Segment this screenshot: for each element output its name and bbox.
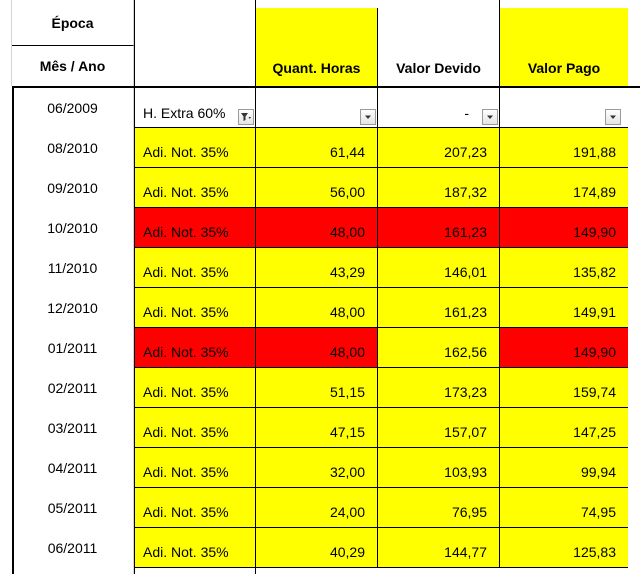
pago-cell[interactable]: 125,83: [500, 528, 628, 568]
horas-cell[interactable]: 47,15: [256, 408, 378, 448]
label-cell[interactable]: Adi. Not. 35%: [134, 448, 256, 488]
devido-cell[interactable]: 207,23: [378, 128, 500, 168]
horas-cell[interactable]: 48,00: [256, 328, 378, 368]
header-valor-pago[interactable]: Valor Pago: [500, 8, 628, 86]
devido-cell[interactable]: 187,32: [378, 168, 500, 208]
label-cell[interactable]: Adi. Not. 35%: [134, 208, 256, 248]
pago-cell[interactable]: 149,91: [500, 288, 628, 328]
chevron-down-icon[interactable]: [605, 109, 621, 125]
date-cell[interactable]: 01/2011: [12, 328, 134, 368]
date-cell[interactable]: 08/2010: [12, 128, 134, 168]
header-bottom-border: [12, 86, 640, 88]
horas-cell[interactable]: 24,00: [256, 488, 378, 528]
next-row-stub: [12, 568, 134, 574]
label-cell[interactable]: Adi. Not. 35%: [134, 248, 256, 288]
left-margin-column: [0, 0, 12, 86]
horas-cell[interactable]: 61,44: [256, 128, 378, 168]
pago-cell[interactable]: 149,90: [500, 328, 628, 368]
filter-horas-cell[interactable]: [256, 88, 378, 128]
label-cell[interactable]: Adi. Not. 35%: [134, 328, 256, 368]
date-cell[interactable]: 10/2010: [12, 208, 134, 248]
label-cell[interactable]: Adi. Not. 35%: [134, 368, 256, 408]
devido-cell[interactable]: 161,23: [378, 288, 500, 328]
header-gap: [256, 0, 378, 8]
date-cell[interactable]: 04/2011: [12, 448, 134, 488]
pago-cell[interactable]: 99,94: [500, 448, 628, 488]
horas-cell[interactable]: 40,29: [256, 528, 378, 568]
horas-cell[interactable]: 48,00: [256, 208, 378, 248]
filter-funnel-icon[interactable]: [238, 109, 254, 125]
devido-cell[interactable]: 173,23: [378, 368, 500, 408]
header-epoca[interactable]: Época: [12, 0, 134, 46]
filter-pago-cell[interactable]: [500, 88, 628, 128]
devido-cell[interactable]: 144,77: [378, 528, 500, 568]
table-left-border: [12, 86, 14, 574]
header-blank[interactable]: [134, 0, 256, 86]
devido-cell[interactable]: 161,23: [378, 208, 500, 248]
date-cell[interactable]: 06/2011: [12, 528, 134, 568]
horas-cell[interactable]: 48,00: [256, 288, 378, 328]
pago-cell[interactable]: 135,82: [500, 248, 628, 288]
date-cell[interactable]: 03/2011: [12, 408, 134, 448]
label-cell[interactable]: Adi. Not. 35%: [134, 408, 256, 448]
pago-cell[interactable]: 149,90: [500, 208, 628, 248]
next-row-stub: [134, 568, 256, 574]
label-cell[interactable]: Adi. Not. 35%: [134, 128, 256, 168]
pago-cell[interactable]: 174,89: [500, 168, 628, 208]
devido-cell[interactable]: 103,93: [378, 448, 500, 488]
pago-cell[interactable]: 191,88: [500, 128, 628, 168]
horas-cell[interactable]: 51,15: [256, 368, 378, 408]
horas-cell[interactable]: 32,00: [256, 448, 378, 488]
filter-label-cell[interactable]: H. Extra 60%: [134, 88, 256, 128]
chevron-down-icon[interactable]: [482, 109, 498, 125]
date-cell[interactable]: 05/2011: [12, 488, 134, 528]
devido-cell[interactable]: 76,95: [378, 488, 500, 528]
devido-cell[interactable]: 146,01: [378, 248, 500, 288]
horas-cell[interactable]: 43,29: [256, 248, 378, 288]
label-cell[interactable]: Adi. Not. 35%: [134, 168, 256, 208]
header-mes-ano[interactable]: Mês / Ano: [12, 46, 134, 86]
date-cell[interactable]: 09/2010: [12, 168, 134, 208]
right-margin-column: [628, 0, 640, 86]
pago-cell[interactable]: 147,25: [500, 408, 628, 448]
date-cell[interactable]: 11/2010: [12, 248, 134, 288]
pago-cell[interactable]: 159,74: [500, 368, 628, 408]
filter-devido-text: -: [464, 105, 469, 121]
header-valor-devido[interactable]: Valor Devido: [378, 0, 500, 86]
date-cell[interactable]: 12/2010: [12, 288, 134, 328]
label-cell[interactable]: Adi. Not. 35%: [134, 288, 256, 328]
label-cell[interactable]: Adi. Not. 35%: [134, 488, 256, 528]
devido-cell[interactable]: 162,56: [378, 328, 500, 368]
date-cell[interactable]: 02/2011: [12, 368, 134, 408]
header-quant-horas[interactable]: Quant. Horas: [256, 8, 378, 86]
chevron-down-icon[interactable]: [360, 109, 376, 125]
filter-devido-cell[interactable]: -: [378, 88, 500, 128]
label-cell[interactable]: Adi. Not. 35%: [134, 528, 256, 568]
horas-cell[interactable]: 56,00: [256, 168, 378, 208]
date-cell[interactable]: 06/2009: [12, 88, 134, 128]
pago-cell[interactable]: 74,95: [500, 488, 628, 528]
devido-cell[interactable]: 157,07: [378, 408, 500, 448]
filter-label-text: H. Extra 60%: [143, 105, 226, 121]
